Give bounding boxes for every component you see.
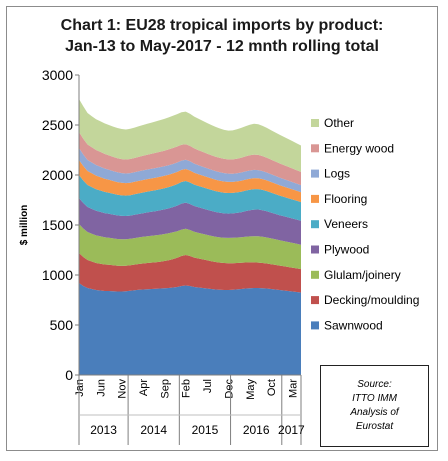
legend-swatch: [311, 270, 319, 279]
source-line-1: Source:: [357, 379, 392, 390]
area-series-other: [79, 99, 301, 172]
legend-swatch: [311, 296, 319, 305]
y-axis-label: $ million: [19, 205, 30, 246]
area-series-logs: [79, 148, 301, 193]
legend-swatch: [311, 119, 319, 127]
legend-swatch: [311, 220, 319, 229]
source-line-2: ITTO IMM: [352, 393, 397, 404]
legend-label: Logs: [324, 167, 350, 181]
x-tick-label: Sep: [159, 379, 171, 399]
legend-label: Glulam/joinery: [324, 268, 401, 282]
year-label: 2015: [192, 423, 219, 437]
legend-swatch: [311, 144, 319, 153]
area-series-glulam-joinery: [79, 224, 301, 270]
axes-layer: 0 500 1000 1500 2000 2500 3000 Jan Jun Nov Apr Sep F…: [42, 67, 305, 445]
legend-swatch: [311, 169, 319, 178]
area-series-plywood: [79, 198, 301, 245]
x-tick-label: Oct: [266, 379, 278, 396]
legend-label: Sawnwood: [324, 318, 383, 332]
source-note: Source: ITTO IMM Analysis of Eurostat: [320, 365, 429, 447]
chart-title-line-2: Jan-13 to May-2017 - 12 mnth rolling tot…: [65, 38, 379, 55]
chart-title-line-1: Chart 1: EU28 tropical imports by produc…: [60, 17, 384, 34]
x-tick-label: Jul: [202, 379, 214, 393]
y-tick-label: 2000: [42, 167, 73, 183]
year-label: 2016: [243, 423, 270, 437]
y-tick-label: 1500: [42, 217, 73, 233]
x-tick-label: Nov: [117, 379, 129, 399]
area-series-decking-moulding: [79, 253, 301, 293]
legend-label: Veneers: [324, 217, 368, 231]
year-label: 2013: [90, 423, 117, 437]
y-tick-label: 500: [50, 317, 74, 333]
legend-swatch: [311, 194, 319, 203]
legend-swatch: [311, 321, 319, 330]
chart-frame: Chart 1: EU28 tropical imports by produc…: [6, 6, 438, 451]
chart-title: Chart 1: EU28 tropical imports by produc…: [7, 15, 437, 57]
year-label: 2017: [278, 423, 305, 437]
legend-swatch: [311, 245, 319, 254]
chart-plot: 0 500 1000 1500 2000 2500 3000 Jan Jun Nov Apr Sep F…: [19, 67, 419, 445]
x-tick-label: Jan: [74, 379, 86, 397]
y-tick-label: 1000: [42, 267, 73, 283]
legend-label: Decking/moulding: [324, 293, 419, 307]
x-tick-label: Feb: [181, 379, 193, 398]
source-line-4: Eurostat: [355, 421, 394, 432]
legend-label: Other: [324, 116, 354, 130]
legend-label: Energy wood: [324, 141, 394, 155]
source-line-3: Analysis of: [350, 407, 399, 418]
x-tick-label: Dec: [223, 379, 235, 399]
y-tick-label: 3000: [42, 67, 73, 83]
x-tick-label: Mar: [287, 379, 299, 398]
area-series-flooring: [79, 160, 301, 203]
legend: Other Energy wood Logs Flooring Veneers Plywo…: [311, 116, 419, 332]
x-tick-label: May: [245, 379, 257, 400]
legend-label: Flooring: [324, 192, 367, 206]
area-layer: [79, 99, 301, 375]
y-tick-label: 2500: [42, 117, 73, 133]
year-label: 2014: [140, 423, 167, 437]
y-tick-label: 0: [65, 367, 73, 383]
area-series-veneers: [79, 175, 301, 221]
x-tick-label: Apr: [138, 379, 150, 396]
area-series-sawnwood: [79, 283, 301, 375]
legend-label: Plywood: [324, 243, 369, 257]
x-tick-label: Jun: [95, 379, 107, 397]
area-series-energy-wood: [79, 132, 301, 186]
